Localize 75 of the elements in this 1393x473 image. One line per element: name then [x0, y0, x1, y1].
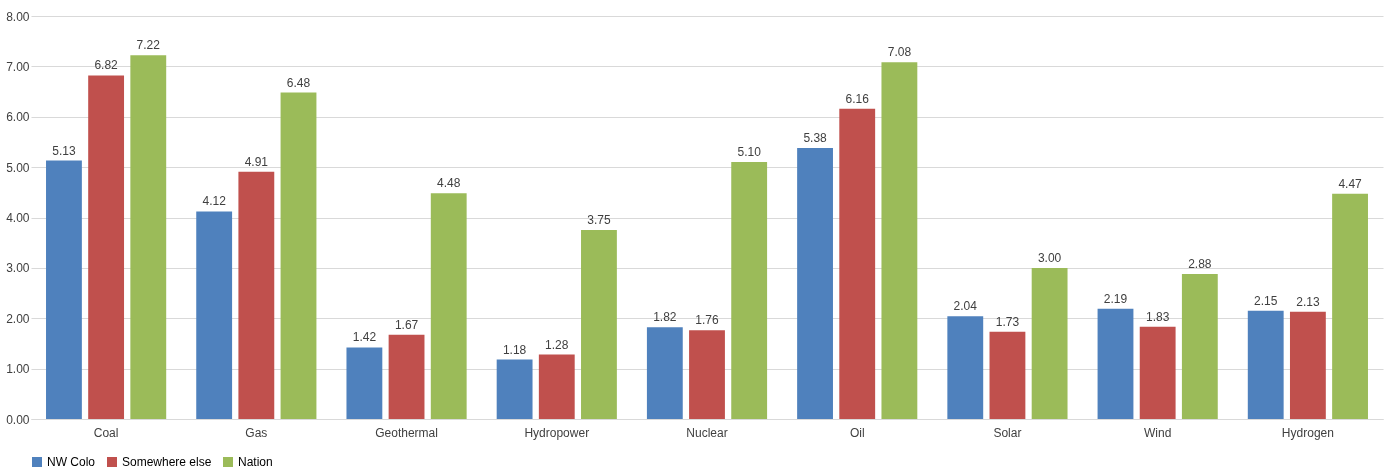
data-label: 2.19: [1103, 291, 1128, 306]
legend-label: Nation: [238, 455, 273, 469]
bar: [989, 331, 1026, 419]
x-tick-label: Hydropower: [524, 425, 590, 440]
data-label: 7.22: [136, 38, 161, 53]
bar: [731, 162, 768, 419]
data-label: 1.82: [653, 310, 677, 325]
x-tick-label: Wind: [1143, 425, 1172, 440]
bar: [1097, 308, 1134, 419]
y-tick-label: 0.00: [6, 412, 30, 427]
data-label: 5.38: [803, 130, 828, 145]
y-tick-label: 7.00: [6, 59, 30, 74]
bar: [1289, 311, 1326, 419]
data-label: 1.28: [545, 337, 569, 352]
bar: [1181, 273, 1218, 419]
data-label: 4.12: [202, 194, 227, 209]
data-label: 1.83: [1145, 309, 1170, 324]
bar: [646, 327, 683, 419]
data-label: 1.42: [352, 330, 377, 345]
bar: [538, 354, 575, 419]
bar: [1031, 267, 1068, 419]
y-tick-label: 2.00: [6, 311, 30, 326]
y-tick-label: 1.00: [6, 362, 30, 377]
data-label: 2.88: [1188, 256, 1212, 271]
bar: [280, 92, 317, 419]
data-label: 2.13: [1296, 294, 1320, 309]
bar: [88, 75, 125, 419]
bar: [238, 171, 275, 419]
y-tick-label: 6.00: [6, 110, 30, 125]
y-tick-label: 5.00: [6, 160, 30, 175]
bar: [839, 108, 876, 419]
legend-label: NW Colo: [47, 455, 96, 469]
y-tick-label: 8.00: [6, 9, 30, 24]
bar: [196, 211, 233, 419]
x-tick-label: Coal: [93, 425, 119, 440]
y-tick-label: 4.00: [6, 211, 30, 225]
bar: [689, 330, 725, 419]
x-tick-label: Nuclear: [686, 425, 728, 440]
data-label: 3.00: [1037, 250, 1062, 265]
bar: [1139, 326, 1176, 419]
bar: [581, 230, 617, 419]
bar: [130, 55, 167, 419]
data-label: 5.10: [737, 145, 762, 160]
data-label: 1.73: [995, 314, 1020, 329]
data-label: 7.08: [887, 45, 912, 60]
x-tick-label: Geothermal: [375, 425, 438, 440]
x-tick-label: Gas: [245, 425, 268, 440]
bar: [346, 347, 383, 419]
bar: [881, 62, 918, 419]
data-label: 1.18: [502, 342, 527, 357]
data-label: 4.47: [1338, 176, 1363, 191]
data-label: 6.16: [845, 91, 870, 106]
data-label: 6.48: [286, 75, 311, 90]
bar: [947, 316, 984, 419]
x-tick-label: Solar: [993, 425, 1022, 440]
bar: [1332, 193, 1368, 419]
data-label: 4.91: [244, 154, 269, 169]
bar: [1247, 310, 1284, 419]
bar: [496, 359, 533, 419]
data-label: 2.04: [953, 299, 978, 314]
data-label: 5.13: [52, 143, 76, 158]
data-label: 2.15: [1254, 293, 1278, 308]
legend-label: Somewhere else: [122, 455, 212, 469]
x-tick-label: Oil: [849, 425, 865, 440]
bar: [797, 147, 833, 419]
data-label: 4.48: [437, 176, 461, 191]
bar: [430, 193, 467, 419]
bar: [46, 160, 82, 419]
data-label: 1.67: [394, 317, 419, 332]
y-tick-label: 3.00: [6, 261, 30, 276]
data-label: 6.82: [94, 58, 119, 73]
bar: [388, 334, 425, 419]
data-label: 3.75: [587, 213, 611, 228]
x-tick-label: Hydrogen: [1281, 425, 1334, 440]
data-label: 1.76: [695, 313, 719, 328]
